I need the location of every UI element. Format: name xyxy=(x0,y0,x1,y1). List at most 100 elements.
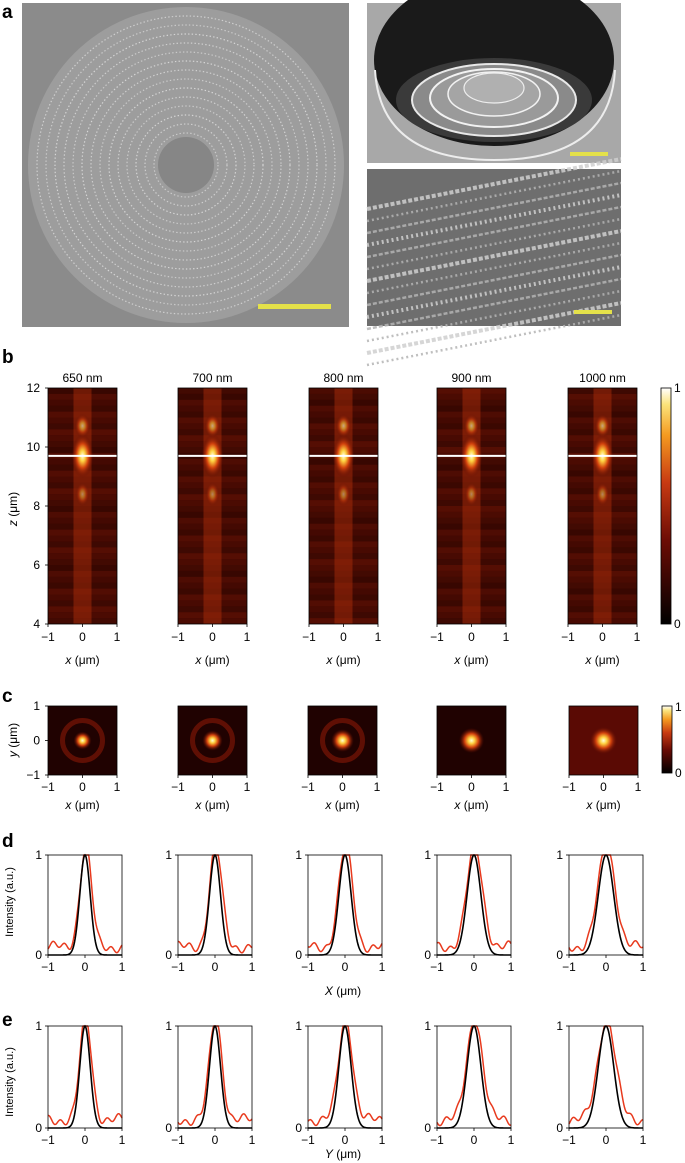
x-tick: 0 xyxy=(79,630,86,644)
wavelength-label-4: 900 nm xyxy=(451,371,491,385)
y-tick: 1 xyxy=(424,848,431,862)
y-tick: −1 xyxy=(26,768,40,782)
x-tick: −1 xyxy=(301,780,315,794)
spot-map-2: −1 0 1 x (μm) xyxy=(171,705,251,812)
x-tick: −1 xyxy=(301,960,315,974)
x-tick: 1 xyxy=(379,1133,386,1147)
y-tick: 0 xyxy=(556,948,563,962)
y-tick: 0 xyxy=(165,1121,172,1135)
axis-label-x: x (μm) xyxy=(194,798,229,812)
profile-d-3: −1 0 101 xyxy=(295,848,385,974)
measured-curve xyxy=(436,854,512,953)
z-tick: 10 xyxy=(27,440,41,454)
heatmap-b-3: 800 nm −1 0 1 x (μm) xyxy=(302,371,382,667)
nanopillar-sem-image xyxy=(366,157,622,367)
x-tick: 0 xyxy=(600,780,607,794)
axis-label-x: x (μm) xyxy=(64,798,99,812)
y-tick: 1 xyxy=(295,848,302,862)
x-tick: 1 xyxy=(640,1133,647,1147)
theory-curve xyxy=(178,1024,252,1129)
y-tick: 1 xyxy=(556,1019,563,1033)
x-tick: 1 xyxy=(119,1133,126,1147)
x-tick: 0 xyxy=(340,630,347,644)
measured-curve xyxy=(47,854,123,954)
x-tick: 1 xyxy=(114,630,121,644)
colorbar-b-max: 1 xyxy=(674,381,681,395)
measured-curve xyxy=(307,854,383,953)
y-tick: 1 xyxy=(165,1019,172,1033)
x-tick: −1 xyxy=(171,960,185,974)
theory-curve xyxy=(308,853,382,956)
x-tick: −1 xyxy=(430,1133,444,1147)
theory-curve xyxy=(437,854,511,956)
axis-label-x: x (μm) xyxy=(453,653,488,667)
x-tick: 1 xyxy=(374,780,381,794)
axis-label-X: X (μm) xyxy=(324,984,361,998)
y-tick: 1 xyxy=(33,699,40,713)
y-tick: 1 xyxy=(424,1019,431,1033)
axis-label-x: x (μm) xyxy=(324,798,359,812)
x-tick: −1 xyxy=(562,780,576,794)
profile-e-1: −1 0 101 xyxy=(35,1019,125,1147)
z-tick: 6 xyxy=(33,558,40,572)
x-tick: 1 xyxy=(379,960,386,974)
profile-e-2: −1 0 101 xyxy=(165,1019,255,1147)
x-tick: 0 xyxy=(342,1133,349,1147)
y-tick: 1 xyxy=(556,848,563,862)
x-tick: 0 xyxy=(82,1133,89,1147)
theory-curve xyxy=(569,854,643,956)
x-tick: −1 xyxy=(301,1133,315,1147)
measured-curve xyxy=(436,1025,512,1127)
heatmap-b-5: 1000 nm −1 0 1 x (μm) xyxy=(561,371,641,667)
z-tick: 4 xyxy=(33,617,40,631)
y-tick: 0 xyxy=(33,734,40,748)
profile-d-1: −1 0 101 xyxy=(35,848,125,974)
profile-e-4: −1 0 101 xyxy=(424,1019,514,1147)
x-tick: 0 xyxy=(603,1133,610,1147)
x-tick: −1 xyxy=(171,780,185,794)
x-tick: 0 xyxy=(468,630,475,644)
measured-curve xyxy=(307,1025,383,1127)
measured-curve xyxy=(568,1025,644,1126)
x-tick: 0 xyxy=(79,780,86,794)
wavelength-label-3: 800 nm xyxy=(323,371,363,385)
theory-curve xyxy=(178,853,252,956)
scale-bar xyxy=(258,304,331,309)
axis-label-x: x (μm) xyxy=(64,653,99,667)
axis-label-x: x (μm) xyxy=(585,798,620,812)
x-tick: −1 xyxy=(41,630,55,644)
y-tick: 1 xyxy=(35,848,42,862)
x-tick: 0 xyxy=(471,960,478,974)
tilted-sem-image xyxy=(367,0,621,163)
x-tick: −1 xyxy=(562,1133,576,1147)
x-tick: 0 xyxy=(209,630,216,644)
y-tick: 0 xyxy=(165,948,172,962)
axis-label-intensity-e: Intensity (a.u.) xyxy=(4,1047,16,1117)
scale-bar xyxy=(570,152,608,156)
measured-curve xyxy=(177,854,253,954)
x-tick: 0 xyxy=(603,960,610,974)
axis-label-x: x (μm) xyxy=(584,653,619,667)
x-tick: 0 xyxy=(82,960,89,974)
profile-d-4: −1 0 101 xyxy=(424,848,514,974)
heatmap-b-1: 650 nm −1 0 1 x (μm) xyxy=(41,371,121,667)
axis-label-Y: Y (μm) xyxy=(325,1147,361,1161)
x-tick: −1 xyxy=(41,780,55,794)
panel-label-d: d xyxy=(2,831,14,852)
x-tick: −1 xyxy=(430,630,444,644)
colorbar-c-max: 1 xyxy=(675,700,682,714)
x-tick: 1 xyxy=(503,630,510,644)
z-tick: 8 xyxy=(33,499,40,513)
x-tick: 0 xyxy=(212,1133,219,1147)
colorbar-c-min: 0 xyxy=(675,766,682,780)
measured-curve xyxy=(47,1025,123,1126)
y-tick: 0 xyxy=(424,1121,431,1135)
measured-curve xyxy=(568,854,644,952)
spot-map-4: −1 0 1 x (μm) xyxy=(430,705,510,812)
panel-label-b: b xyxy=(2,347,14,368)
x-tick: −1 xyxy=(561,630,575,644)
y-tick: 0 xyxy=(35,948,42,962)
x-tick: −1 xyxy=(430,960,444,974)
x-tick: 1 xyxy=(114,780,121,794)
